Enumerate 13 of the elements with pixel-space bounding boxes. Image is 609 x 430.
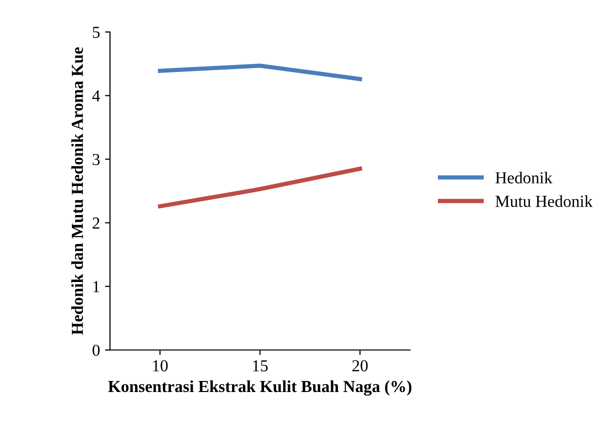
x-axis-title: Konsentrasi Ekstrak Kulit Buah Naga (%)	[108, 380, 412, 396]
x-tick-label: 20	[352, 360, 368, 372]
y-tick-label: 5	[92, 26, 100, 38]
y-tick-label: 0	[92, 344, 100, 356]
legend-label: Mutu Hedonik	[495, 195, 593, 207]
y-tick-label: 4	[92, 90, 100, 102]
x-tick-label: 10	[153, 360, 168, 372]
legend-label: Hedonik	[495, 172, 552, 184]
y-axis-title: Hedonik dan Mutu Hedonik Aroma Kue	[71, 47, 84, 335]
x-tick-label: 15	[253, 360, 268, 372]
y-tick-label: 3	[92, 154, 100, 166]
y-tick-label: 1	[93, 281, 100, 292]
y-tick-label: 2	[92, 218, 100, 229]
